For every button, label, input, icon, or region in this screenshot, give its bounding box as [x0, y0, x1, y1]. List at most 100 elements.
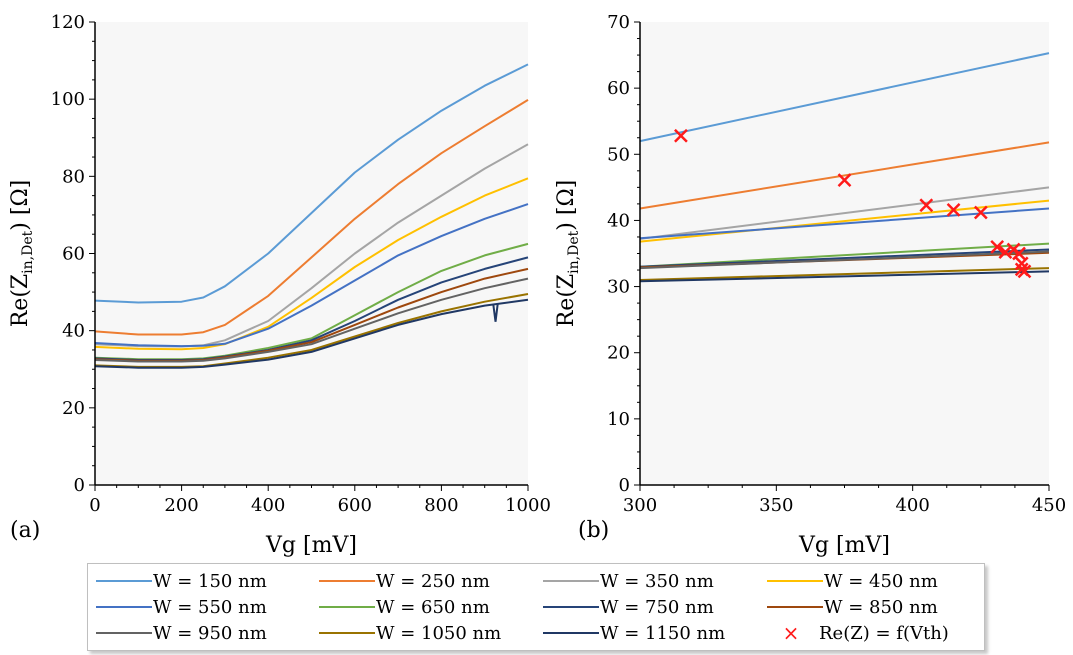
- series-line-w-250-nm: [639, 141, 1050, 210]
- marker-point: [973, 205, 988, 220]
- legend-swatch: [96, 606, 152, 608]
- y-axis-label: Re(Zin,Det) [Ω]: [8, 180, 36, 328]
- y-tick-label: 70: [607, 12, 630, 33]
- y-axis-label-subscript: in,Det: [566, 230, 582, 273]
- y-tick-label: 40: [62, 321, 85, 342]
- y-tick-label: 40: [607, 210, 630, 231]
- marker-stroke: [973, 205, 988, 220]
- legend-swatch: [96, 580, 152, 582]
- y-tick-label: 60: [607, 78, 630, 99]
- marker-point: [990, 240, 1005, 254]
- series-line-w-250-nm: [94, 99, 529, 336]
- legend-item: W = 550 nm: [96, 596, 267, 618]
- y-tick-label: 20: [62, 398, 85, 419]
- legend: W = 150 nm W = 250 nm W = 350 nm W = 450 nm…: [87, 563, 985, 651]
- legend-item: W = 850 nm: [767, 596, 938, 618]
- y-axis-label-main: Re(Z: [8, 274, 33, 327]
- x-tick-label: 800: [424, 495, 458, 516]
- series-glitch-w-1150-nm: [492, 303, 499, 322]
- legend-item: W = 750 nm: [543, 596, 714, 618]
- marker-stroke: [674, 128, 688, 143]
- series-line-w-150-nm: [639, 52, 1050, 143]
- x-tick-label: 400: [895, 495, 929, 516]
- legend-swatch: [767, 580, 823, 582]
- legend-label: W = 950 nm: [153, 622, 267, 644]
- marker-point: [674, 128, 688, 143]
- y-tick-label: 120: [51, 12, 85, 33]
- panel-label-b: (b): [578, 518, 609, 543]
- legend-swatch: [767, 606, 823, 608]
- series-line-w-950-nm: [639, 250, 1050, 270]
- marker-point: [1017, 264, 1032, 279]
- legend-label: W = 550 nm: [153, 596, 267, 618]
- marker-point: [1014, 256, 1029, 271]
- plot-area-a: [95, 22, 528, 485]
- legend-item: W = 650 nm: [319, 596, 490, 618]
- legend-label: W = 1150 nm: [600, 622, 726, 644]
- y-tick-label: 10: [607, 409, 630, 430]
- panel-a: 0 20 40 60 80 100 120 0 200 400 600 800 1000 Vg [mV] R…: [8, 12, 551, 558]
- series-line-w-1150-nm: [639, 270, 1050, 283]
- legend-item: W = 1150 nm: [543, 622, 725, 644]
- marker-stroke: [1014, 256, 1029, 271]
- y-axis-label-end: ) [Ω]: [554, 180, 579, 231]
- marker-point: [946, 202, 961, 217]
- marker-stroke: [837, 173, 852, 187]
- legend-swatch: [319, 580, 375, 582]
- x-tick-label: 400: [251, 495, 285, 516]
- marker-stroke: [1012, 246, 1026, 261]
- marker-stroke: [1017, 264, 1032, 279]
- legend-label: W = 1050 nm: [376, 622, 502, 644]
- panel-label-a: (a): [10, 518, 40, 543]
- y-tick-label: 100: [51, 89, 85, 110]
- y-tick-label: 80: [62, 166, 85, 187]
- y-tick-label: 20: [607, 343, 630, 364]
- series-line-w-1050-nm: [639, 267, 1050, 281]
- series-line-w-450-nm: [639, 199, 1050, 243]
- legend-item: × Re(Z) = f(Vth): [767, 621, 949, 645]
- legend-label: W = 750 nm: [600, 596, 714, 618]
- series-line-w-750-nm: [639, 248, 1050, 268]
- x-tick-label: 200: [164, 495, 198, 516]
- series-line-w-450-nm: [94, 177, 529, 351]
- y-axis-label-subscript: in,Det: [20, 230, 36, 273]
- legend-swatch: [319, 632, 375, 634]
- legend-swatch: [96, 632, 152, 634]
- legend-item: W = 450 nm: [767, 570, 938, 592]
- legend-marker-x: ×: [782, 621, 800, 645]
- legend-item: W = 950 nm: [96, 622, 267, 644]
- legend-label: W = 850 nm: [824, 596, 938, 618]
- y-tick-label: 50: [607, 144, 630, 165]
- series-line-w-150-nm: [94, 63, 529, 304]
- marker-point: [919, 198, 934, 213]
- y-axis-label-main: Re(Z: [554, 274, 579, 327]
- x-tick-label: 1000: [505, 495, 551, 516]
- y-tick-label: 0: [619, 475, 630, 496]
- marker-point: [1012, 246, 1026, 261]
- x-tick-label: 350: [759, 495, 793, 516]
- y-axis-label-end: ) [Ω]: [8, 180, 33, 231]
- legend-swatch: [543, 606, 599, 608]
- legend-label: W = 650 nm: [376, 596, 490, 618]
- legend-label: W = 250 nm: [376, 570, 490, 592]
- marker-point: [998, 245, 1013, 260]
- series-line-w-950-nm: [94, 277, 529, 363]
- y-tick-label: 60: [62, 244, 85, 265]
- panel-b: 0 10 20 30 40 50 60 70 300 350 400 450 Vg [mV] Re(Zin…: [554, 12, 1066, 558]
- legend-swatch: [543, 580, 599, 582]
- x-tick-label: 600: [338, 495, 372, 516]
- legend-label: W = 150 nm: [153, 570, 267, 592]
- series-line-w-350-nm: [639, 186, 1050, 240]
- series-line-w-1150-nm: [94, 298, 529, 369]
- x-tick-label: 300: [623, 495, 657, 516]
- x-axis-label: Vg [mV]: [798, 533, 890, 558]
- marker-stroke: [919, 198, 934, 213]
- legend-label: W = 450 nm: [824, 570, 938, 592]
- legend-label: Re(Z) = f(Vth): [819, 622, 949, 644]
- x-tick-label: 450: [1032, 495, 1066, 516]
- x-axis-label: Vg [mV]: [265, 533, 357, 558]
- legend-swatch: [319, 606, 375, 608]
- legend-item: W = 250 nm: [319, 570, 490, 592]
- marker-stroke: [946, 202, 961, 217]
